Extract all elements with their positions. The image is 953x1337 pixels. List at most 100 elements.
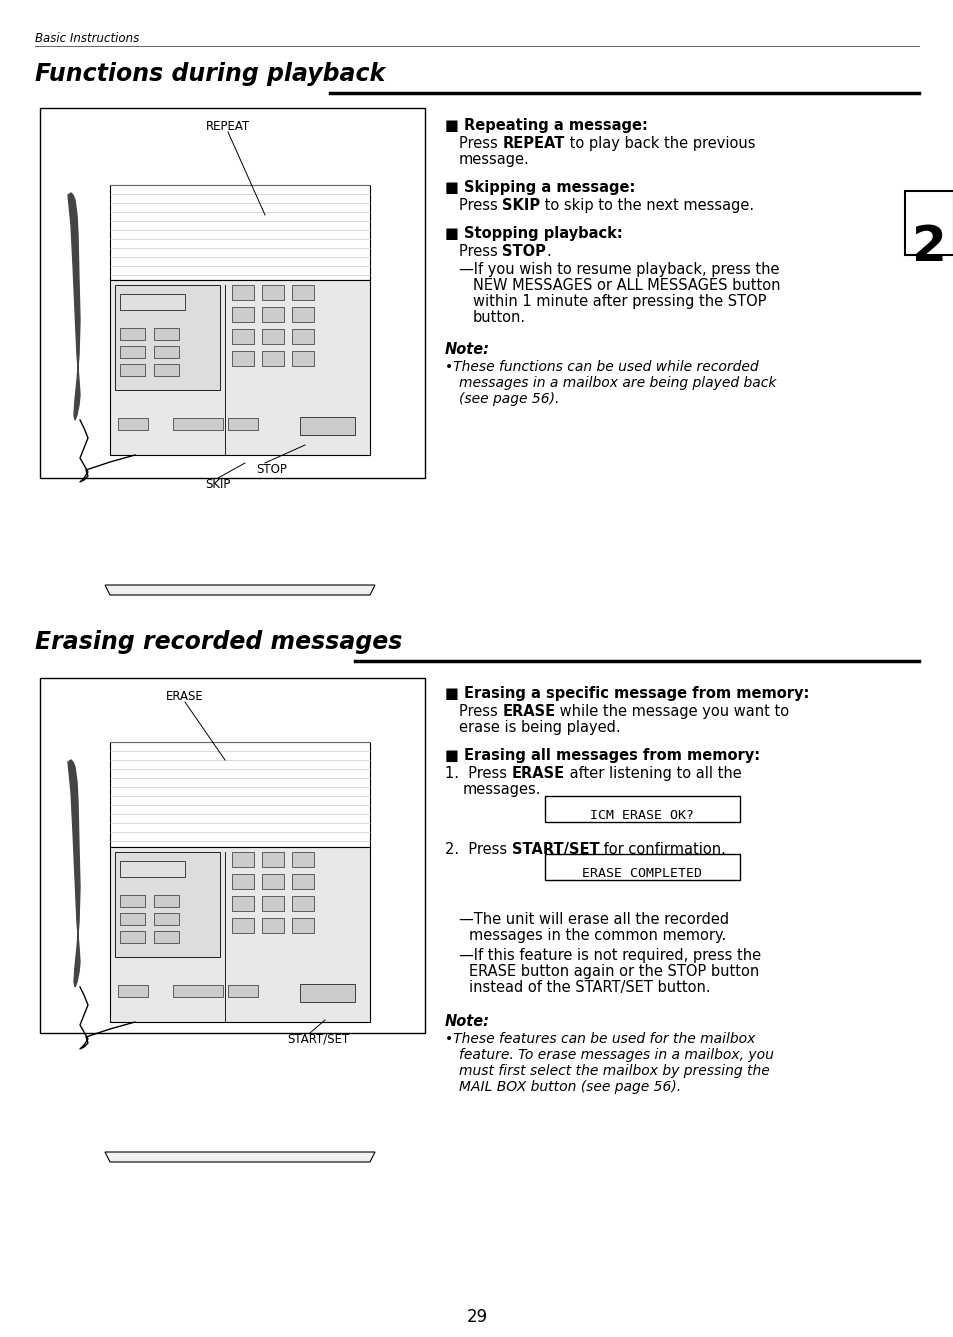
Bar xyxy=(120,346,145,358)
Text: ICM ERASE OK?: ICM ERASE OK? xyxy=(589,809,693,822)
Text: Press: Press xyxy=(458,198,502,213)
Bar xyxy=(292,852,314,866)
Bar xyxy=(110,279,370,455)
Bar xyxy=(299,417,355,435)
Bar xyxy=(544,796,740,822)
Text: feature. To erase messages in a mailbox, you: feature. To erase messages in a mailbox,… xyxy=(458,1048,773,1062)
Text: to play back the previous: to play back the previous xyxy=(564,136,755,151)
Text: 29: 29 xyxy=(466,1308,487,1326)
Bar xyxy=(262,874,284,889)
Bar xyxy=(115,852,220,957)
Bar xyxy=(904,191,953,255)
Text: ERASE button again or the STOP button: ERASE button again or the STOP button xyxy=(469,964,759,979)
Bar xyxy=(262,329,284,344)
Bar xyxy=(40,678,424,1034)
Bar xyxy=(232,329,253,344)
Text: STOP: STOP xyxy=(502,243,546,259)
Bar xyxy=(118,418,148,431)
Bar xyxy=(172,985,223,997)
Bar xyxy=(292,329,314,344)
Text: 2.  Press: 2. Press xyxy=(444,842,511,857)
Bar xyxy=(232,352,253,366)
Text: (see page 56).: (see page 56). xyxy=(458,392,558,406)
Text: ■ Erasing all messages from memory:: ■ Erasing all messages from memory: xyxy=(444,747,760,763)
Text: Press: Press xyxy=(458,705,502,719)
Bar xyxy=(232,285,253,299)
Text: ERASE: ERASE xyxy=(502,705,555,719)
Bar xyxy=(153,894,179,906)
Text: SKIP: SKIP xyxy=(502,198,540,213)
Text: —If this feature is not required, press the: —If this feature is not required, press … xyxy=(458,948,760,963)
Text: erase is being played.: erase is being played. xyxy=(458,721,620,735)
Bar xyxy=(120,861,185,877)
Polygon shape xyxy=(105,586,375,595)
Bar xyxy=(118,985,148,997)
Polygon shape xyxy=(68,193,80,420)
Text: START/SET: START/SET xyxy=(287,1034,349,1046)
Bar xyxy=(232,852,253,866)
Text: —The unit will erase all the recorded: —The unit will erase all the recorded xyxy=(458,912,728,927)
Text: •These features can be used for the mailbox: •These features can be used for the mail… xyxy=(444,1032,755,1046)
Text: for confirmation.: for confirmation. xyxy=(598,842,725,857)
Text: Erasing recorded messages: Erasing recorded messages xyxy=(35,630,402,654)
Bar xyxy=(115,285,220,390)
Text: 2: 2 xyxy=(911,223,945,271)
Bar xyxy=(232,896,253,910)
Bar xyxy=(110,742,370,848)
Bar xyxy=(292,874,314,889)
Bar xyxy=(228,985,257,997)
Bar xyxy=(262,896,284,910)
Bar xyxy=(299,984,355,1001)
Bar xyxy=(232,874,253,889)
Text: button.: button. xyxy=(473,310,525,325)
Bar xyxy=(153,913,179,925)
Text: ■ Stopping playback:: ■ Stopping playback: xyxy=(444,226,622,241)
Text: ■ Repeating a message:: ■ Repeating a message: xyxy=(444,118,647,132)
Text: ERASE: ERASE xyxy=(511,766,564,781)
Text: .: . xyxy=(546,243,551,259)
Text: Functions during playback: Functions during playback xyxy=(35,62,385,86)
Text: —If you wish to resume playback, press the: —If you wish to resume playback, press t… xyxy=(458,262,779,277)
Text: 1.  Press: 1. Press xyxy=(444,766,511,781)
Bar xyxy=(110,185,370,279)
Bar xyxy=(292,352,314,366)
Text: ERASE COMPLETED: ERASE COMPLETED xyxy=(581,866,701,880)
Text: Note:: Note: xyxy=(444,1013,490,1029)
Bar xyxy=(120,894,145,906)
Text: Note:: Note: xyxy=(444,342,490,357)
Text: REPEAT: REPEAT xyxy=(502,136,564,151)
Text: REPEAT: REPEAT xyxy=(206,120,250,132)
Bar xyxy=(232,308,253,322)
Text: MAIL BOX button (see page 56).: MAIL BOX button (see page 56). xyxy=(458,1080,680,1094)
Bar xyxy=(153,364,179,376)
Text: Basic Instructions: Basic Instructions xyxy=(35,32,139,45)
Text: messages.: messages. xyxy=(462,782,541,797)
Bar xyxy=(153,931,179,943)
Bar xyxy=(153,328,179,340)
Text: NEW MESSAGES or ALL MESSAGES button: NEW MESSAGES or ALL MESSAGES button xyxy=(473,278,780,293)
Text: •These functions can be used while recorded: •These functions can be used while recor… xyxy=(444,360,758,374)
Bar xyxy=(262,919,284,933)
Bar xyxy=(262,852,284,866)
Text: instead of the START/SET button.: instead of the START/SET button. xyxy=(469,980,710,995)
Text: while the message you want to: while the message you want to xyxy=(555,705,789,719)
Text: to skip to the next message.: to skip to the next message. xyxy=(540,198,754,213)
Bar xyxy=(292,308,314,322)
Text: message.: message. xyxy=(458,152,529,167)
Text: ERASE: ERASE xyxy=(166,690,204,703)
Text: ■ Skipping a message:: ■ Skipping a message: xyxy=(444,180,635,195)
Bar xyxy=(120,364,145,376)
Bar xyxy=(292,285,314,299)
Bar xyxy=(120,328,145,340)
Bar xyxy=(120,913,145,925)
Text: ■ Erasing a specific message from memory:: ■ Erasing a specific message from memory… xyxy=(444,686,808,701)
Text: STOP: STOP xyxy=(256,463,287,476)
Bar xyxy=(292,896,314,910)
Text: START/SET: START/SET xyxy=(511,842,598,857)
Polygon shape xyxy=(105,1152,375,1162)
Bar xyxy=(120,931,145,943)
Text: after listening to all the: after listening to all the xyxy=(564,766,740,781)
Text: Press: Press xyxy=(458,136,502,151)
Bar xyxy=(120,294,185,310)
Bar xyxy=(262,352,284,366)
